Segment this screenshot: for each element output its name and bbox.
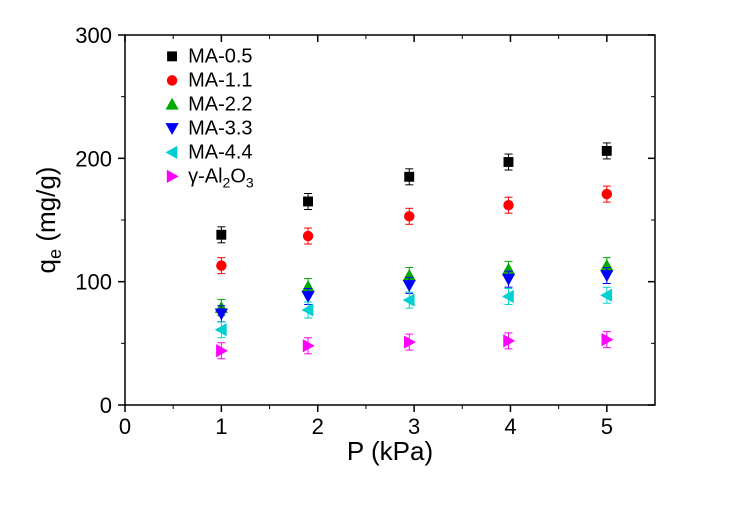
data-point (404, 336, 416, 349)
data-point (403, 280, 416, 292)
legend-label: MA-2.2 (188, 93, 252, 115)
x-tick-label: 1 (215, 414, 227, 439)
legend-item-MA-2.2: MA-2.2 (166, 93, 253, 115)
data-point (600, 270, 613, 282)
data-point (303, 197, 313, 207)
legend-label: γ-Al2O3 (188, 165, 254, 190)
data-point (404, 172, 414, 182)
legend-label: MA-4.4 (188, 141, 252, 163)
data-point (502, 290, 514, 303)
data-point (404, 211, 414, 221)
data-point (215, 323, 227, 336)
data-point (602, 146, 612, 156)
legend-item-MA-3.3: MA-3.3 (166, 117, 253, 139)
legend-marker (167, 170, 179, 183)
data-point (301, 303, 313, 316)
x-axis-label: P (kPa) (347, 436, 433, 466)
legend-marker (167, 75, 177, 85)
data-point (216, 260, 226, 270)
y-axis-label: qe (mg/g) (31, 167, 65, 274)
x-tick-label: 5 (601, 414, 613, 439)
data-point (216, 230, 226, 240)
legend-label: MA-1.1 (188, 69, 252, 91)
y-tick-label: 300 (75, 23, 112, 48)
x-tick-label: 0 (119, 414, 131, 439)
legend-marker (167, 51, 177, 61)
y-tick-label: 100 (75, 270, 112, 295)
y-tick-label: 200 (75, 146, 112, 171)
legend-marker (166, 146, 178, 159)
data-point (600, 289, 612, 302)
legend-marker (166, 98, 179, 110)
data-point (503, 200, 513, 210)
data-point (503, 334, 515, 347)
data-point (602, 333, 614, 346)
data-point (602, 189, 612, 199)
data-point (303, 339, 315, 352)
legend-item-gamma-Al2O3: γ-Al2O3 (167, 165, 254, 190)
series-MA-0.5 (216, 143, 611, 243)
scatter-chart: 0123450100200300P (kPa)qe (mg/g)MA-0.5MA… (0, 0, 743, 505)
legend-item-MA-0.5: MA-0.5 (167, 45, 252, 67)
chart-container: 0123450100200300P (kPa)qe (mg/g)MA-0.5MA… (0, 0, 743, 505)
y-tick-label: 0 (100, 393, 112, 418)
data-point (301, 291, 314, 303)
series-MA-1.1 (216, 186, 612, 274)
data-point (403, 294, 415, 307)
legend-marker (166, 123, 179, 135)
data-point (215, 308, 228, 320)
series-gamma-Al2O3 (216, 332, 613, 359)
legend-item-MA-4.4: MA-4.4 (166, 141, 253, 163)
x-tick-label: 2 (312, 414, 324, 439)
series-MA-2.2 (215, 258, 614, 316)
data-point (303, 231, 313, 241)
legend-label: MA-0.5 (188, 45, 252, 67)
x-tick-label: 4 (504, 414, 516, 439)
series-MA-4.4 (215, 287, 612, 338)
data-point (216, 344, 228, 357)
legend-item-MA-1.1: MA-1.1 (167, 69, 253, 91)
data-point (504, 157, 514, 167)
legend-label: MA-3.3 (188, 117, 252, 139)
data-point (502, 274, 515, 286)
